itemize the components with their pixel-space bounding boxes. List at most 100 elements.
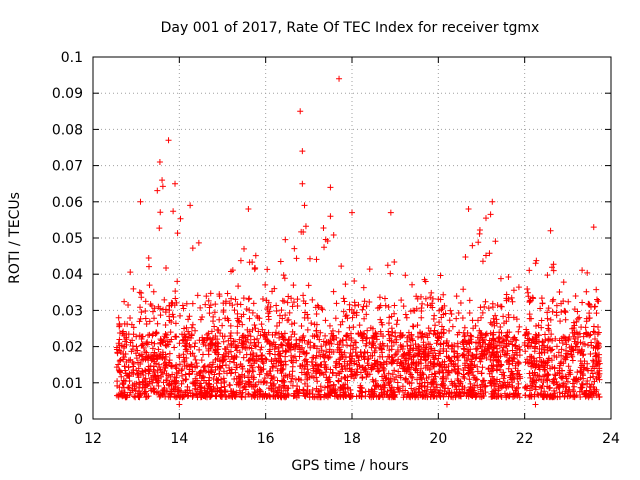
data-point bbox=[510, 314, 517, 321]
data-point bbox=[535, 392, 542, 399]
data-point bbox=[374, 382, 381, 389]
data-point bbox=[248, 345, 255, 352]
data-point bbox=[361, 315, 368, 322]
data-point bbox=[526, 353, 533, 360]
data-point bbox=[498, 362, 505, 369]
data-point bbox=[124, 321, 131, 328]
data-point bbox=[221, 379, 228, 386]
data-point bbox=[522, 348, 529, 355]
data-point bbox=[538, 358, 545, 365]
data-point bbox=[205, 330, 212, 337]
data-point bbox=[546, 336, 553, 343]
data-point bbox=[214, 355, 221, 362]
data-point bbox=[314, 367, 321, 374]
data-point bbox=[286, 346, 293, 353]
data-point bbox=[388, 338, 395, 345]
data-point bbox=[236, 336, 243, 343]
data-point bbox=[374, 365, 381, 372]
data-point bbox=[258, 344, 265, 351]
data-point bbox=[240, 295, 247, 302]
data-point bbox=[115, 340, 122, 347]
data-point bbox=[284, 299, 291, 306]
data-point bbox=[115, 361, 122, 368]
data-point bbox=[176, 352, 183, 359]
data-point bbox=[373, 382, 380, 389]
data-point bbox=[147, 362, 154, 369]
data-point bbox=[246, 368, 253, 375]
data-point bbox=[127, 269, 134, 276]
data-point bbox=[564, 378, 571, 385]
data-point bbox=[533, 322, 540, 329]
data-point bbox=[385, 370, 392, 377]
data-point bbox=[500, 369, 507, 376]
data-point bbox=[510, 287, 517, 294]
data-point bbox=[383, 375, 390, 382]
data-point bbox=[147, 301, 154, 308]
data-point bbox=[515, 328, 522, 335]
data-point bbox=[133, 343, 140, 350]
data-point bbox=[264, 266, 271, 273]
data-point bbox=[580, 333, 587, 340]
data-point bbox=[500, 375, 507, 382]
data-point bbox=[301, 314, 308, 321]
data-point bbox=[254, 335, 261, 342]
data-point bbox=[246, 295, 253, 302]
data-point bbox=[463, 393, 470, 400]
data-point bbox=[213, 393, 220, 400]
data-point bbox=[473, 354, 480, 361]
data-point bbox=[233, 364, 240, 371]
data-point bbox=[324, 384, 331, 391]
data-point bbox=[422, 364, 429, 371]
data-point bbox=[385, 320, 392, 327]
data-point bbox=[516, 323, 523, 330]
data-point bbox=[130, 360, 137, 367]
data-point bbox=[160, 351, 167, 358]
data-point bbox=[232, 393, 239, 400]
data-point bbox=[445, 369, 452, 376]
data-point bbox=[299, 361, 306, 368]
data-point bbox=[593, 286, 600, 293]
data-point bbox=[503, 297, 510, 304]
data-point bbox=[271, 285, 278, 292]
data-point bbox=[273, 302, 280, 309]
data-point bbox=[302, 371, 309, 378]
data-point bbox=[146, 263, 153, 270]
data-point bbox=[142, 379, 149, 386]
data-point bbox=[364, 327, 371, 334]
data-point bbox=[186, 313, 193, 320]
data-point bbox=[281, 336, 288, 343]
data-point bbox=[438, 381, 445, 388]
data-point bbox=[269, 364, 276, 371]
data-point bbox=[143, 320, 150, 327]
data-point bbox=[487, 379, 494, 386]
data-point bbox=[590, 373, 597, 380]
data-point bbox=[553, 343, 560, 350]
data-point bbox=[236, 387, 243, 394]
data-point bbox=[569, 329, 576, 336]
data-point bbox=[266, 350, 273, 357]
y-tick-label: 0.09 bbox=[52, 86, 83, 102]
data-point bbox=[448, 367, 455, 374]
data-point bbox=[482, 382, 489, 389]
data-point bbox=[440, 345, 447, 352]
data-point bbox=[182, 334, 189, 341]
data-point bbox=[370, 390, 377, 397]
x-tick-label: 12 bbox=[84, 431, 102, 447]
data-point bbox=[534, 372, 541, 379]
data-point bbox=[358, 392, 365, 399]
data-point bbox=[522, 392, 529, 399]
data-point bbox=[125, 372, 132, 379]
data-point bbox=[221, 333, 228, 340]
data-point bbox=[420, 341, 427, 348]
data-point bbox=[405, 361, 412, 368]
data-point bbox=[407, 371, 414, 378]
data-point bbox=[515, 380, 522, 387]
data-point bbox=[569, 380, 576, 387]
data-point bbox=[556, 370, 563, 377]
data-point bbox=[532, 260, 539, 267]
data-point bbox=[459, 352, 466, 359]
data-point bbox=[139, 378, 146, 385]
data-point bbox=[224, 370, 231, 377]
data-point bbox=[327, 337, 334, 344]
data-point bbox=[210, 313, 217, 320]
